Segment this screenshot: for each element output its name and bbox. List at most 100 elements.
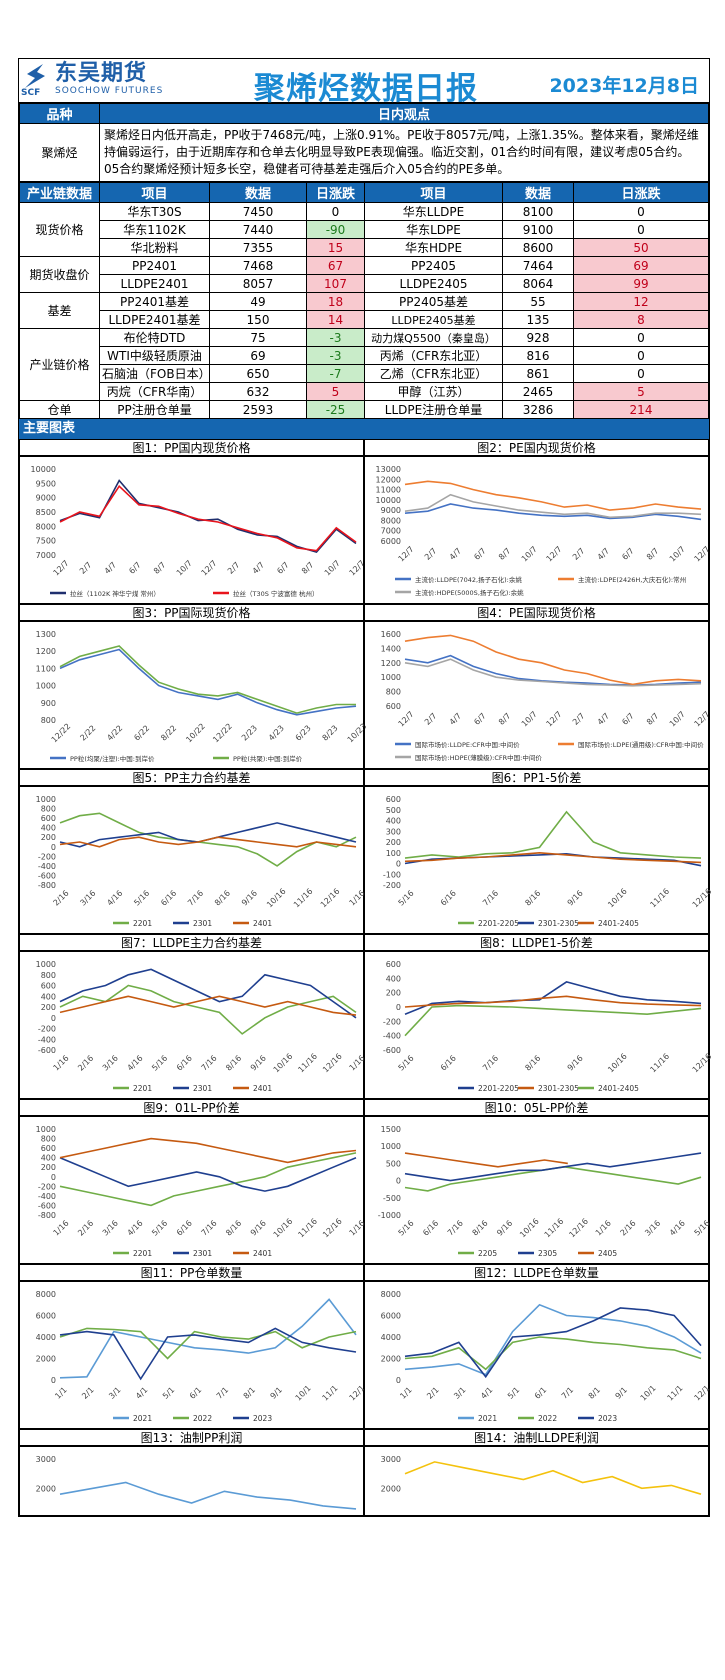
x-tick-label: 2/22 (78, 724, 97, 743)
legend-label: 主流价:LDPE(2426H,大庆石化):常州 (578, 575, 686, 584)
y-tick-label: -200 (383, 1017, 401, 1026)
series-line (404, 493, 702, 519)
series-line (59, 812, 357, 867)
y-tick-label: -400 (38, 1035, 56, 1044)
y-tick-label: 9000 (36, 494, 56, 503)
x-tick-label: 12/7 (693, 710, 711, 729)
y-tick-label: -100 (383, 870, 401, 879)
y-tick-label: 500 (386, 1159, 401, 1168)
x-tick-label: 6/1 (188, 1385, 203, 1400)
legend-label: 2021 (478, 1414, 497, 1423)
chart-title: 图11：PP仓单数量 (19, 1264, 364, 1281)
legend-label: 国际市场价:LLDPE:CFR中国:中间价 (415, 740, 520, 749)
chart-title: 图13：油制PP利润 (19, 1429, 364, 1446)
x-tick-label: 10/16 (606, 887, 629, 910)
item-change: 0 (573, 220, 709, 239)
x-tick-label: 2/1 (425, 1385, 440, 1400)
legend-label: 2201 (133, 1249, 152, 1258)
y-tick-label: 8500 (36, 508, 56, 517)
table-header-6: 日涨跌 (573, 182, 709, 203)
y-tick-label: 0 (396, 860, 401, 869)
legend-label: 2305 (538, 1249, 557, 1258)
chart-c6: -200 -100 0 100 200 300 400 500 600 5/16 6/16 7/16 8… (364, 786, 713, 934)
y-tick-label: 2000 (36, 1484, 56, 1493)
item-name: LLDPE注册仓单量 (364, 400, 503, 419)
legend-label: 2301-2305 (538, 919, 579, 928)
legend-label: 2301 (193, 1084, 212, 1093)
x-tick-label: 6/22 (132, 724, 151, 743)
chart-title: 图3：PP国际现货价格 (19, 604, 364, 621)
x-tick-label: 4/16 (126, 1054, 145, 1073)
x-tick-label: 12/7 (545, 710, 564, 729)
x-tick-label: 8/1 (587, 1385, 602, 1400)
x-tick-label: 7/16 (481, 889, 500, 908)
table-row: 期货收盘价 PP2401 7468 67 PP2405 7464 69 (19, 256, 709, 293)
y-tick-label: 1000 (36, 682, 56, 691)
chart-title: 图4：PE国际现货价格 (364, 604, 709, 621)
series-line (404, 1152, 568, 1168)
y-tick-label: 7000 (381, 527, 401, 536)
group-name: 现货价格 (19, 202, 100, 257)
x-tick-label: 2/16 (619, 1219, 638, 1238)
item-change: 0 (573, 346, 709, 365)
y-tick-label: 8000 (36, 522, 56, 531)
chart-c9: -800 -600 -400 -200 0 200 400 600 800 1000 1/16 2/1… (19, 1116, 367, 1264)
x-tick-label: 12/7 (693, 545, 711, 564)
legend-label: 2401 (253, 1084, 272, 1093)
y-tick-label: 0 (51, 1376, 56, 1385)
x-tick-label: 5/16 (150, 1219, 169, 1238)
series-line (404, 995, 702, 1008)
y-tick-label: -200 (38, 1182, 56, 1191)
table-row: 现货价格 华东T30S 7450 0 华东LLDPE 8100 0 (19, 202, 709, 257)
item-change: 99 (573, 274, 709, 293)
legend-label: 2022 (193, 1414, 212, 1423)
y-tick-label: 1100 (36, 664, 56, 673)
view-variety: 聚烯烃 (19, 123, 100, 182)
table-row: 产业链价格 布伦特DTD 75 -3 动力煤Q5500（秦皇岛） 928 0 (19, 328, 709, 401)
x-tick-label: 2/1 (80, 1385, 95, 1400)
series-line (404, 1004, 702, 1037)
x-tick-label: 6/16 (421, 1219, 440, 1238)
item-name: LLDPE2401基差 (99, 310, 210, 329)
x-tick-label: 6/7 (472, 711, 487, 726)
group-name: 期货收盘价 (19, 256, 100, 293)
item-value: 3286 (502, 400, 574, 419)
chart-title: 图10：05L-PP价差 (364, 1099, 709, 1116)
x-tick-label: 12/7 (397, 545, 416, 564)
item-change: 15 (306, 238, 365, 257)
company-logo: SCF 东吴期货 SOOCHOW FUTURES (21, 62, 163, 99)
series-line (59, 968, 357, 1019)
item-change: 67 (306, 256, 365, 275)
x-tick-label: 2/7 (423, 711, 438, 726)
x-tick-label: 10/16 (272, 1217, 295, 1240)
item-name: 华东HDPE (364, 238, 503, 257)
y-tick-label: 600 (41, 814, 56, 823)
x-tick-label: 9/16 (249, 1219, 268, 1238)
x-tick-label: 10/16 (272, 1052, 295, 1075)
item-name: PP2405基差 (364, 292, 503, 311)
x-tick-label: 6/7 (275, 560, 290, 575)
y-tick-label: 200 (41, 833, 56, 842)
item-value: 928 (502, 328, 574, 347)
item-change: 8 (573, 310, 709, 329)
chart-c14: 2000 3000 (364, 1446, 709, 1548)
x-tick-label: 6/1 (533, 1385, 548, 1400)
x-tick-label: 10/7 (520, 710, 539, 729)
item-change: -3 (306, 328, 365, 347)
series-line (59, 1152, 357, 1207)
chart-c11: 0 2000 4000 6000 8000 1/1 2/1 3/1 4/1 5/1 6/1 7/1 8/… (19, 1281, 367, 1429)
item-value: 7464 (502, 256, 574, 275)
series-line (59, 995, 357, 1016)
y-tick-label: 600 (386, 795, 401, 804)
x-tick-label: 8/16 (213, 889, 232, 908)
x-tick-label: 11/1 (321, 1384, 340, 1403)
group-name: 基差 (19, 292, 100, 329)
x-tick-label: 12/22 (50, 722, 73, 745)
item-name: 石脑油（FOB日本） (99, 364, 210, 383)
legend-label: 2023 (598, 1414, 617, 1423)
chart-c7: -600 -400 -200 0 200 400 600 800 1000 1/16 2/16 3/1… (19, 951, 367, 1099)
x-tick-label: 5/16 (132, 889, 151, 908)
x-tick-label: 7/16 (200, 1054, 219, 1073)
legend-label: PP粒(均聚/注塑):中国:到岸价 (70, 754, 155, 763)
y-tick-label: -400 (38, 1192, 56, 1201)
